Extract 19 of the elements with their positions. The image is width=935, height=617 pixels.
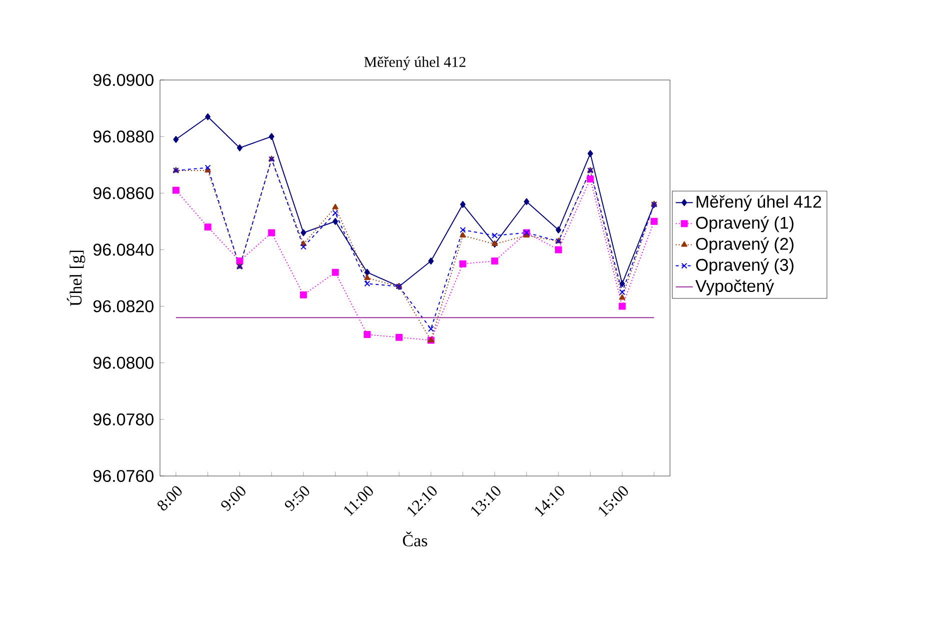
legend-label: Opravený (3) [696, 258, 794, 274]
x-tick-label: 9:00 [221, 486, 246, 512]
x-axis-title: Čas [402, 532, 428, 546]
y-tick-label: 96.0800 [93, 356, 154, 369]
y-tick-label: 96.0840 [93, 244, 154, 256]
x-tick-label: 8:00 [158, 486, 182, 510]
y-tick-label: 96.0900 [93, 74, 154, 86]
y-tick-label: 96.0780 [93, 413, 154, 426]
chart-title: Měřený úhel 412 [364, 56, 466, 70]
legend-label: Měřený úhel 412 [696, 195, 822, 212]
x-tick-label: 9:50 [284, 486, 310, 512]
legend-label: Opravený (1) [696, 216, 794, 232]
legend-label: Opravený (2) [696, 237, 794, 254]
y-tick-label: 96.0860 [93, 187, 154, 200]
legend-label: Vypočtený [695, 279, 774, 296]
y-tick-label: 96.0880 [93, 130, 154, 143]
y-axis-title: Úhel [g] [66, 250, 86, 306]
y-tick-label: 96.0820 [93, 300, 154, 312]
y-tick-label: 96.0760 [93, 470, 154, 482]
